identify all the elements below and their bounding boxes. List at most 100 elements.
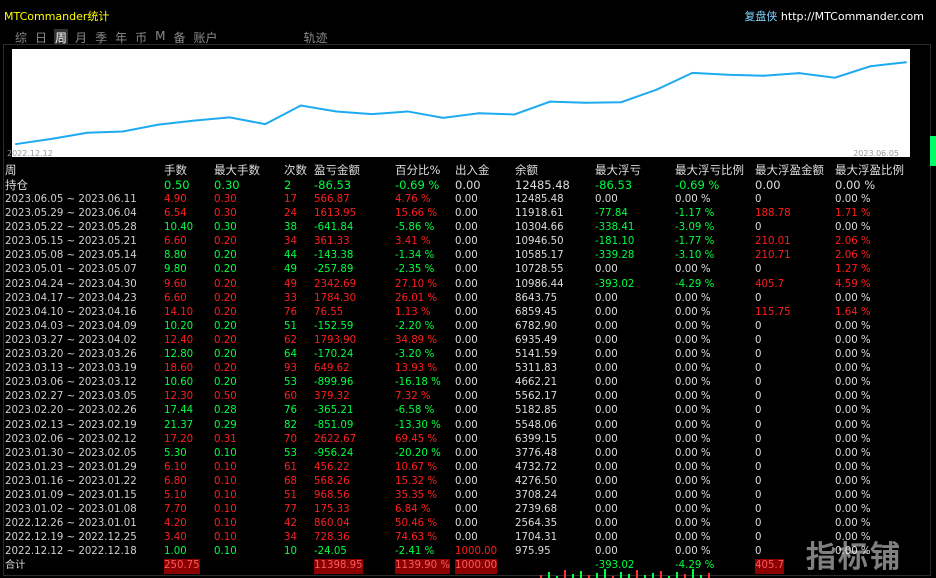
balance-point-17 — [620, 101, 623, 104]
cell: 62 — [284, 334, 297, 346]
weekly-stats-table: 周 手数 最大手数 次数 盈亏金额 百分比% 出入金 余额 最大浮亏 最大浮亏比例 最大浮盈金额 最大… — [4, 163, 930, 574]
cell: 0.00 % — [675, 461, 711, 473]
table-row[interactable]: 2023.01.16 ~ 2023.01.22 6.80 0.10 68 568.26 1… — [4, 475, 930, 489]
cell: -365.21 — [314, 405, 354, 417]
tab-3[interactable]: 月 — [75, 31, 88, 45]
table-row[interactable]: 2023.05.15 ~ 2023.05.21 6.60 0.20 34 361.33 3… — [4, 235, 930, 249]
tab-9[interactable]: 账户 — [193, 31, 218, 45]
table-row[interactable]: 2023.04.03 ~ 2023.04.09 10.20 0.20 51 -152.5… — [4, 320, 930, 334]
table-row[interactable]: 2023.04.24 ~ 2023.04.30 9.60 0.20 49 2342.69… — [4, 278, 930, 292]
table-row[interactable]: 2023.03.06 ~ 2023.03.12 10.60 0.20 53 -899.9… — [4, 376, 930, 390]
cell: 0.10 — [214, 489, 237, 501]
cell: 0 — [755, 363, 762, 375]
cell: 12.30 — [164, 391, 194, 403]
volume-bar — [556, 576, 558, 578]
cell: 2 — [284, 178, 292, 192]
table-row[interactable]: 2023.05.01 ~ 2023.05.07 9.80 0.20 49 -257.89… — [4, 263, 930, 277]
table-row[interactable]: 2023.02.27 ~ 2023.03.05 12.30 0.50 60 379.32… — [4, 390, 930, 404]
volume-bar — [604, 569, 606, 578]
table-row[interactable]: 2023.02.06 ~ 2023.02.12 17.20 0.31 70 2622.6… — [4, 433, 930, 447]
cell: 最大浮盈比例 — [835, 163, 904, 177]
table-row[interactable]: 2023.02.13 ~ 2023.02.19 21.37 0.29 82 -851.0… — [4, 419, 930, 433]
cell: 0.20 — [214, 334, 237, 346]
volume-bar — [684, 574, 686, 578]
table-row[interactable]: 2023.01.09 ~ 2023.01.15 5.10 0.10 51 968.56 3… — [4, 489, 930, 503]
cell: 4.76 % — [395, 194, 431, 205]
holding-row[interactable]: 持仓 0.50 0.30 2 -86.53 -0.69 % 0.00 12485.48 -86.… — [4, 178, 930, 193]
table-row[interactable]: 2023.02.20 ~ 2023.02.26 17.44 0.28 76 -365.2… — [4, 404, 930, 418]
cell: 13.93 % — [395, 363, 438, 375]
tab-5[interactable]: 年 — [115, 31, 128, 45]
balance-point-18 — [655, 88, 658, 91]
cell: 0.20 — [214, 363, 237, 375]
tab-6[interactable]: 币 — [135, 31, 148, 45]
cell: 0.20 — [214, 320, 237, 332]
cell: 0.00 — [455, 194, 478, 205]
cell: 12485.48 — [515, 194, 564, 205]
cell: 17 — [284, 194, 297, 205]
cell: 6935.49 — [515, 334, 558, 346]
table-row[interactable]: 2023.03.13 ~ 2023.03.19 18.60 0.20 93 649.62… — [4, 362, 930, 376]
cell: 百分比% — [395, 163, 441, 177]
cell: 566.87 — [314, 194, 350, 205]
cell: -393.02 — [595, 560, 635, 572]
table-row[interactable]: 2023.03.27 ~ 2023.04.02 12.40 0.20 62 1793.9… — [4, 334, 930, 348]
tab-4[interactable]: 季 — [95, 31, 108, 45]
volume-bar — [692, 569, 694, 578]
cell: 0.00 % — [835, 532, 871, 544]
tab-8[interactable]: 备 — [173, 31, 186, 45]
table-row[interactable]: 2023.01.23 ~ 2023.01.29 6.10 0.10 61 456.22 1… — [4, 461, 930, 475]
cell: 2023.05.01 ~ 2023.05.07 — [5, 264, 137, 276]
table-row[interactable]: 2023.04.10 ~ 2023.04.16 14.10 0.20 76 76.55 1… — [4, 306, 930, 320]
cell: 27.10 % — [395, 278, 438, 290]
tab-1[interactable]: 日 — [35, 31, 48, 45]
cell: 60 — [284, 391, 297, 403]
cell: 0 — [755, 349, 762, 361]
cell: 53 — [284, 447, 297, 459]
table-row[interactable]: 2023.05.22 ~ 2023.05.28 10.40 0.30 38 -641.8… — [4, 221, 930, 235]
table-row[interactable]: 2023.05.29 ~ 2023.06.04 6.54 0.30 24 1613.95… — [4, 207, 930, 221]
cell: -339.28 — [595, 250, 635, 262]
cell: 2023.01.16 ~ 2023.01.22 — [5, 475, 137, 487]
tab-0[interactable]: 综 — [15, 31, 28, 45]
brand-url[interactable]: http://MTCommander.com — [780, 10, 924, 23]
table-row[interactable]: 2023.06.05 ~ 2023.06.11 4.90 0.30 17 566.87 4… — [4, 193, 930, 207]
brand[interactable]: 复盘侠 http://MTCommander.com — [744, 8, 924, 24]
cell: 42 — [284, 518, 297, 530]
cell: 0.00 — [455, 419, 478, 431]
balance-point-3 — [121, 130, 124, 133]
tab-10[interactable]: 轨迹 — [303, 31, 328, 45]
table-row[interactable]: 2023.05.08 ~ 2023.05.14 8.80 0.20 44 -143.38… — [4, 249, 930, 263]
cell: -1.17 % — [675, 208, 715, 220]
table-row[interactable]: 2022.12.19 ~ 2022.12.25 3.40 0.10 34 728.36 7… — [4, 531, 930, 545]
cell: 1.71 % — [835, 208, 871, 220]
tab-2[interactable]: 周 — [54, 29, 69, 46]
cell: 2023.02.27 ~ 2023.03.05 — [5, 391, 137, 403]
table-row[interactable]: 2023.01.30 ~ 2023.02.05 5.30 0.10 53 -956.24… — [4, 447, 930, 461]
cell: 0.20 — [214, 250, 237, 262]
cell: 0.00 — [595, 363, 618, 375]
table-row[interactable]: 2022.12.12 ~ 2022.12.18 1.00 0.10 10 -24.05 -… — [4, 545, 930, 559]
table-row[interactable]: 2022.12.26 ~ 2023.01.01 4.20 0.10 42 860.04 5… — [4, 517, 930, 531]
balance-point-21 — [762, 74, 765, 77]
scrollbar-indicator[interactable] — [930, 136, 936, 166]
table-row[interactable]: 2023.03.20 ~ 2023.03.26 12.80 0.20 64 -170.2… — [4, 348, 930, 362]
period-tabs: 综日周月季年币 M 备账户 轨迹 — [14, 29, 329, 46]
cell: 64 — [284, 349, 297, 361]
cell: -6.58 % — [395, 405, 435, 417]
balance-point-1 — [50, 137, 53, 140]
cell: 0.00 — [595, 264, 618, 276]
cell: 2.06 % — [835, 236, 871, 248]
table-row[interactable]: 2023.01.02 ~ 2023.01.08 7.70 0.10 77 175.33 6… — [4, 503, 930, 517]
table-row[interactable]: 2023.04.17 ~ 2023.04.23 6.60 0.20 33 1784.30… — [4, 292, 930, 306]
cell: 0 — [755, 334, 762, 346]
tab-7[interactable]: M — [155, 29, 166, 43]
cell: -3.20 % — [395, 349, 435, 361]
cell: 2739.68 — [515, 504, 558, 516]
cell: 0.00 % — [835, 222, 871, 234]
cell: 0.00 — [455, 334, 478, 346]
cell: 0.00 % — [675, 320, 711, 332]
cell: 10585.17 — [515, 250, 564, 262]
cell: 0.00 % — [835, 405, 871, 417]
cell: 0.30 — [214, 222, 237, 234]
